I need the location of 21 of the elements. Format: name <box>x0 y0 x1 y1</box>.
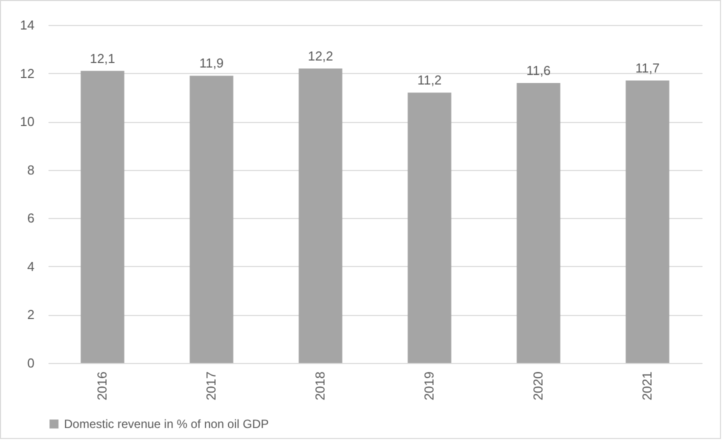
data-label: 11,9 <box>199 56 224 71</box>
x-tick-label: 2021 <box>640 372 654 400</box>
y-tick-label: 0 <box>27 356 34 370</box>
data-label: 11,2 <box>417 72 442 88</box>
data-label: 11,6 <box>526 62 551 78</box>
data-label: 11,7 <box>635 60 660 76</box>
y-tick-label: 8 <box>27 162 34 178</box>
x-tick-label: 2018 <box>312 372 328 400</box>
y-tick-label: 12 <box>20 66 34 81</box>
x-tick-label: 2016 <box>94 372 110 400</box>
y-tick-label: 10 <box>20 114 34 130</box>
data-label: 12,2 <box>308 48 334 64</box>
y-tick-label: 14 <box>20 18 34 32</box>
data-label: 12,1 <box>90 50 116 66</box>
legend-label: Domestic revenue in % of non oil GDP <box>64 417 269 431</box>
x-tick-label: 2019 <box>422 372 436 400</box>
y-tick-label: 4 <box>27 258 34 274</box>
y-tick-label: 2 <box>27 307 34 322</box>
x-tick-label: 2017 <box>204 372 218 400</box>
x-tick-label: 2020 <box>530 372 546 400</box>
y-tick-label: 6 <box>27 210 34 226</box>
